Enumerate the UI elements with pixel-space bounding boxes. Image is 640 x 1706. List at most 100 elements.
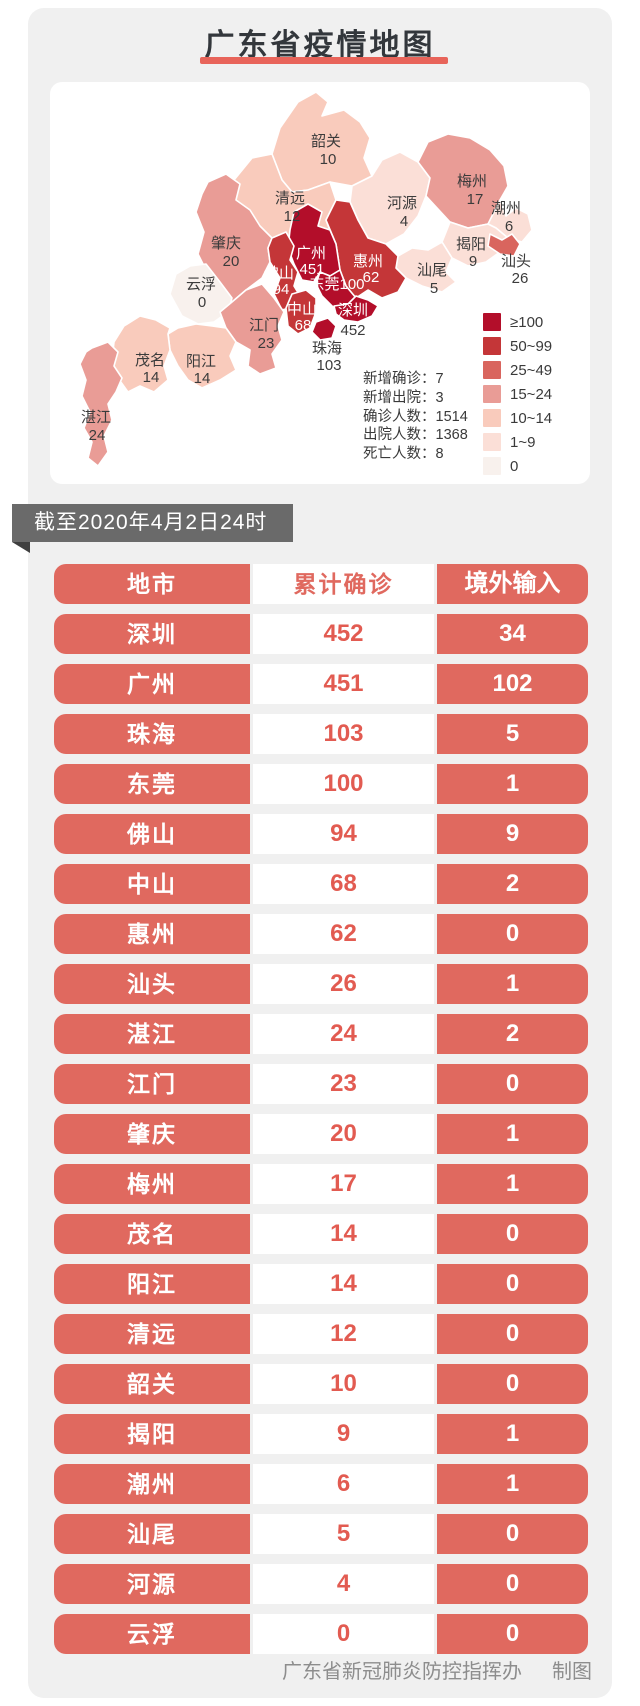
table-row-shaoguan: 韶关 10 0 [54,1364,588,1404]
map-label-zhongshan: 中山 [287,301,317,318]
table-row-jieyang: 揭阳 9 1 [54,1414,588,1454]
map-label-zhuhai: 珠海 [312,340,342,357]
table-row-meizhou: 梅州 17 1 [54,1164,588,1204]
page-title: 广东省疫情地图 [204,29,436,62]
legend-swatch [483,361,501,379]
stat-line: 死亡人数：8 [363,446,444,463]
table-row-maoming: 茂名 14 0 [54,1214,588,1254]
map-label-foshan: 佛山 [264,265,294,282]
map-label-chaozhou: 潮州 [491,200,521,217]
stat-line: 新增出院：3 [363,389,444,406]
credit-suffix: 制图 [552,1661,592,1683]
table-row-foshan: 佛山 94 9 [54,814,588,854]
legend-swatch [483,409,501,427]
legend-swatch [483,385,501,403]
map-value-guangzhou: 451 [299,261,324,278]
region-zhuhai [311,317,337,341]
map-value-yangjiang: 14 [194,370,211,387]
map-value-shantou: 26 [512,270,529,287]
map-label-yunfu: 云浮 [186,276,216,293]
table-row-shantou: 汕头 26 1 [54,964,588,1004]
legend-label: ≥100 [510,313,544,331]
table-row-shanwei: 汕尾 5 0 [54,1514,588,1554]
region-zhanjiang [79,341,123,467]
region-yangjiang [167,323,237,389]
map-label-guangzhou: 广州 [296,245,326,262]
map-value-shaoguan: 10 [320,151,337,168]
legend-item: 25~49 [483,358,552,382]
map-value-foshan: 94 [273,281,290,298]
legend-label: 0 [510,457,519,475]
map-value-shenzhen: 452 [340,322,365,339]
map-label-jiangmen: 江门 [249,317,279,334]
stat-line: 出院人数：1368 [363,427,468,444]
map-card: 韶关 10 清远 12 河源 4 梅州 17 潮州 6 揭阳 9 汕头 26 汕… [50,82,590,484]
map-value-meizhou: 17 [467,191,484,208]
map-value-zhaoqing: 20 [223,253,240,270]
region-shantou [487,233,521,257]
legend-label: 10~14 [510,409,553,427]
map-label-dongguan: 东莞100 [309,276,364,293]
map-value-shanwei: 5 [430,280,438,297]
map-label-huizhou: 惠州 [353,253,383,270]
credit-footer: 广东省新冠肺炎防控指挥办 制图 [282,1655,592,1684]
map-value-chaozhou: 6 [505,218,513,235]
map-label-qingyuan: 清远 [275,190,305,207]
header-city: 地市 [54,564,250,604]
map-value-maoming: 14 [143,369,160,386]
stat-line: 确诊人数：1514 [363,408,468,425]
table-row-huizhou: 惠州 62 0 [54,914,588,954]
region-jiangmen [219,283,285,375]
map-label-maoming: 茂名 [135,352,165,369]
legend-swatch [483,337,501,355]
table-row-zhongshan: 中山 68 2 [54,864,588,904]
map-label-jieyang: 揭阳 [456,236,486,253]
summary-stats: 新增确诊：7 新增出院：3 确诊人数：1514 出院人数：1368 死亡人数：8 [363,370,468,464]
legend-item: ≥100 [483,310,552,334]
map-label-zhanjiang: 湛江 [81,409,111,426]
map-value-heyuan: 4 [400,213,408,230]
guangdong-choropleth-map: 韶关 10 清远 12 河源 4 梅州 17 潮州 6 揭阳 9 汕头 26 汕… [79,91,533,467]
table-row-zhaoqing: 肇庆 20 1 [54,1114,588,1154]
table-row-zhuhai: 珠海 103 5 [54,714,588,754]
legend-item: 1~9 [483,430,552,454]
legend-label: 50~99 [510,337,553,355]
table-row-chaozhou: 潮州 6 1 [54,1464,588,1504]
map-label-shenzhen: 深圳 [338,302,368,319]
map-value-jieyang: 9 [469,253,477,270]
legend-item: 50~99 [483,334,552,358]
table-row-dongguan: 东莞 100 1 [54,764,588,804]
title-underline [200,57,448,64]
map-value-yunfu: 0 [198,294,206,311]
table-row-yangjiang: 阳江 14 0 [54,1264,588,1304]
region-zhongshan [285,289,317,335]
map-label-zhaoqing: 肇庆 [211,235,241,252]
table-row-yunfu: 云浮 0 0 [54,1614,588,1654]
table-header-row: 地市 累计确诊 境外输入 [54,564,588,604]
region-zhaoqing [195,173,273,303]
stat-line: 新增确诊：7 [363,371,444,387]
header-confirmed: 累计确诊 [253,564,434,604]
map-label-heyuan: 河源 [387,195,417,212]
table-row-qingyuan: 清远 12 0 [54,1314,588,1354]
map-value-jiangmen: 23 [258,335,275,352]
table-row-heyuan: 河源 4 0 [54,1564,588,1604]
header-imported: 境外输入 [437,564,588,604]
ribbon-fold [12,542,30,553]
table-row-jiangmen: 江门 23 0 [54,1064,588,1104]
legend-label: 15~24 [510,385,553,403]
legend-swatch [483,433,501,451]
legend-item: 0 [483,454,552,478]
map-label-shantou: 汕头 [501,253,531,270]
map-value-zhongshan: 68 [295,317,312,334]
legend-item: 15~24 [483,382,552,406]
as-of-date-ribbon: 截至2020年4月2日24时 [12,504,294,542]
map-label-shanwei: 汕尾 [417,262,447,279]
map-label-yangjiang: 阳江 [186,353,216,370]
table-row-zhanjiang: 湛江 24 2 [54,1014,588,1054]
legend-item: 10~14 [483,406,552,430]
table-row-shenzhen: 深圳 452 34 [54,614,588,654]
map-label-shaoguan: 韶关 [311,133,341,150]
region-shenzhen [333,295,379,323]
